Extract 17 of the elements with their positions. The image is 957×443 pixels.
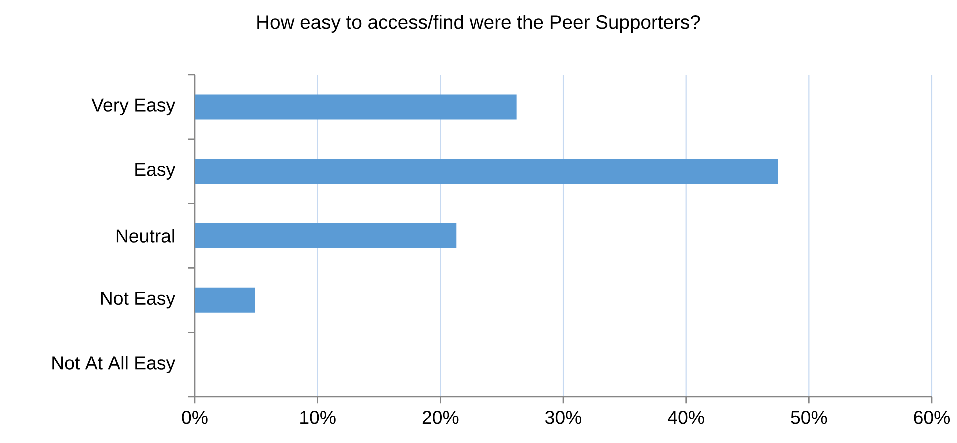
- bar: [195, 224, 457, 249]
- bar: [195, 288, 256, 313]
- x-tick-label: 30%: [546, 411, 582, 424]
- y-tick-label: Very Easy: [92, 98, 176, 116]
- x-tick-label: 60%: [914, 411, 950, 424]
- x-tick-label: 20%: [422, 411, 459, 424]
- bar: [195, 94, 517, 120]
- y-tick-label: Not At All Easy: [52, 356, 176, 374]
- x-tick-label: 10%: [300, 411, 336, 424]
- y-tick-label: Easy: [136, 163, 176, 180]
- bar: [195, 159, 778, 184]
- chart-title: How easy to access/find were the Peer Supporters?: [258, 15, 700, 34]
- y-tick-label: Neutral: [116, 229, 174, 243]
- x-tick-label: 40%: [668, 411, 704, 424]
- x-tick-label: 0%: [182, 411, 208, 424]
- y-tick-label: Not Easy: [101, 292, 176, 309]
- x-tick-label: 50%: [791, 411, 828, 424]
